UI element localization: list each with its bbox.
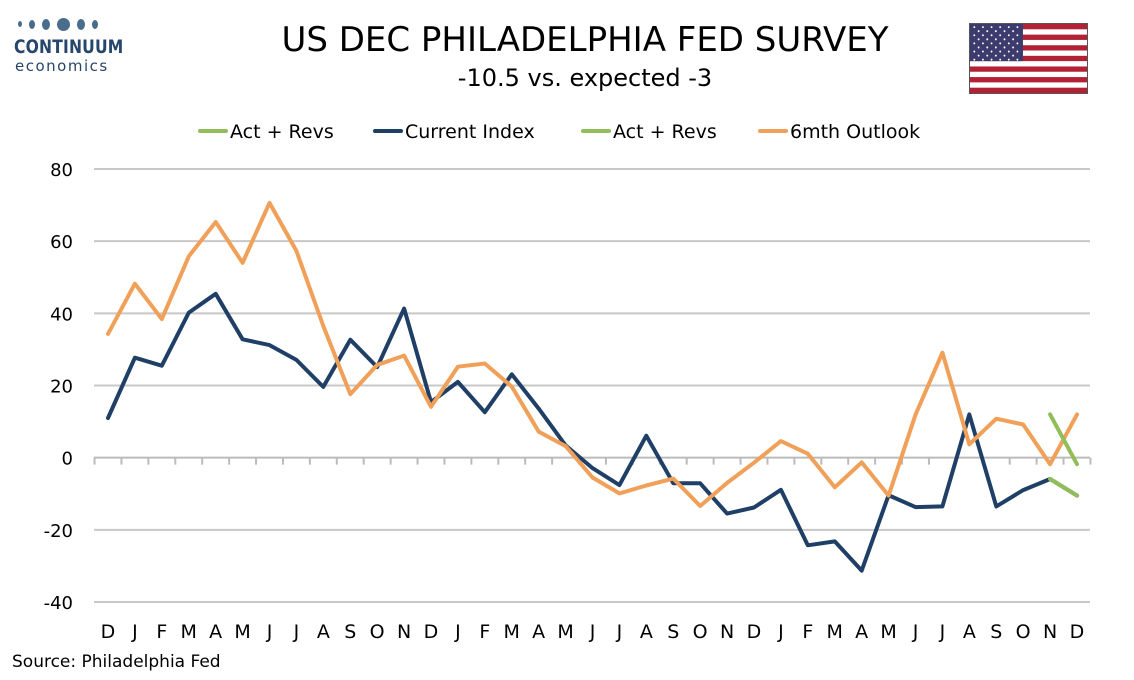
- logo-subtitle: economics: [15, 57, 109, 75]
- x-tick-label: O: [370, 621, 385, 643]
- x-tick-label: M: [880, 621, 896, 643]
- x-tick-label: J: [939, 621, 946, 643]
- chart-legend: Act + Revs Current Index Act + Revs 6mth Ou…: [198, 121, 920, 143]
- x-tick-label: J: [293, 621, 300, 643]
- x-tick-label: N: [720, 621, 734, 643]
- x-tick-label: J: [266, 621, 273, 643]
- x-tick-label: O: [1016, 621, 1031, 643]
- x-tick-label: A: [209, 621, 222, 643]
- y-tick-label: 80: [50, 160, 73, 181]
- chart-gridlines: [94, 168, 1090, 603]
- x-tick-label: A: [640, 621, 653, 643]
- series-line-act-revs: [1048, 412, 1079, 467]
- x-tick-label: M: [557, 621, 573, 643]
- x-tick-label: J: [777, 621, 784, 643]
- x-tick-label: N: [397, 621, 411, 643]
- x-tick-label: D: [1070, 621, 1085, 643]
- x-tick-label: D: [424, 621, 439, 643]
- legend-label: Act + Revs: [613, 121, 717, 143]
- x-tick-label: D: [747, 621, 762, 643]
- source-note: Source: Philadelphia Fed: [12, 652, 221, 672]
- legend-label: Current Index: [405, 121, 535, 143]
- continuum-economics-logo: CONTINUUM economics: [12, 14, 142, 78]
- legend-label: 6mth Outlook: [790, 121, 920, 143]
- x-tick-label: D: [101, 621, 116, 643]
- x-tick-label: A: [963, 621, 976, 643]
- x-tick-label: F: [802, 621, 813, 643]
- chart-title: US DEC PHILADELPHIA FED SURVEY: [281, 20, 889, 60]
- x-tick-label: J: [131, 621, 138, 643]
- x-tick-label: S: [990, 621, 1002, 643]
- x-tick-label: J: [589, 621, 596, 643]
- y-tick-label: 40: [50, 304, 73, 325]
- x-tick-label: A: [855, 621, 868, 643]
- x-tick-label: N: [1043, 621, 1057, 643]
- x-tick-label: O: [693, 621, 708, 643]
- x-tick-label: S: [344, 621, 356, 643]
- chart-subtitle: -10.5 vs. expected -3: [457, 64, 713, 92]
- y-tick-label: 0: [62, 449, 73, 470]
- us-flag-icon: [969, 23, 1088, 94]
- x-tick-label: F: [156, 621, 167, 643]
- series-line-current-index: [106, 291, 1079, 573]
- y-tick-label: 60: [50, 232, 73, 253]
- x-tick-label: M: [181, 621, 197, 643]
- logo-wordmark: CONTINUUM: [14, 36, 124, 58]
- y-tick-label: 20: [50, 377, 73, 398]
- chart-axes: [93, 456, 1092, 465]
- x-tick-label: J: [616, 621, 623, 643]
- series-lines: [106, 200, 1079, 573]
- x-tick-label: M: [504, 621, 520, 643]
- series-line-act-revs: [1048, 477, 1079, 498]
- x-tick-label: J: [454, 621, 461, 643]
- series-line-6mth-outlook: [106, 200, 1079, 508]
- x-tick-label: F: [479, 621, 490, 643]
- x-tick-label: M: [234, 621, 250, 643]
- x-tick-label: A: [532, 621, 545, 643]
- logo-dots-icon: [18, 16, 98, 32]
- x-tick-label: M: [827, 621, 843, 643]
- y-tick-label: -20: [44, 521, 73, 542]
- y-axis-ticks: -40 -20 0 20 40 60 80: [44, 160, 73, 614]
- x-tick-label: S: [667, 621, 679, 643]
- y-tick-label: -40: [44, 593, 73, 614]
- x-tick-label: J: [912, 621, 919, 643]
- x-tick-label: A: [317, 621, 330, 643]
- legend-label: Act + Revs: [230, 121, 334, 143]
